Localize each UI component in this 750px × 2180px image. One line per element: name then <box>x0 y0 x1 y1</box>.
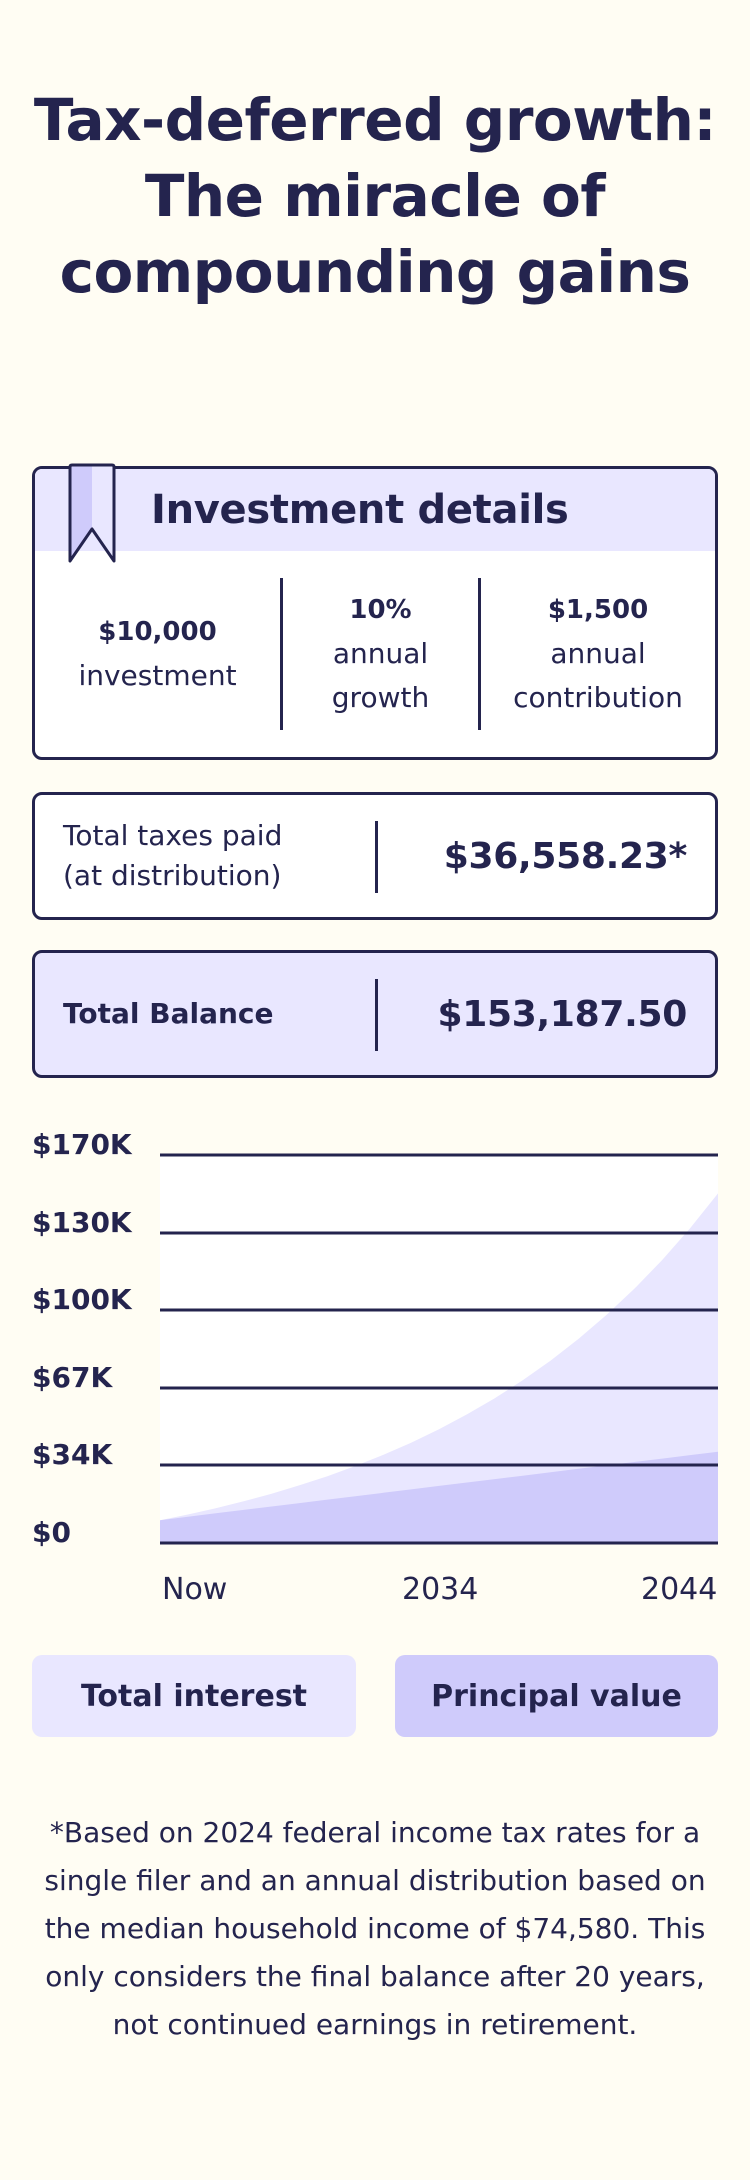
total-balance-label: Total Balance <box>63 997 274 1030</box>
plot-background <box>160 1155 718 1543</box>
y-tick-label: $100K <box>32 1283 132 1316</box>
principal-value-area <box>160 1451 718 1543</box>
total-balance-card: Total Balance $153,187.50 <box>32 950 718 1078</box>
detail-contribution: $1,500 annual contribution <box>481 551 715 757</box>
y-tick-label: $67K <box>32 1361 113 1394</box>
row-divider <box>375 821 378 893</box>
investment-details-title: Investment details <box>151 487 569 533</box>
investment-details-card: Investment details $10,000 investment 10… <box>32 463 718 760</box>
investment-details-columns: $10,000 investment 10% annual growth $1,… <box>35 551 715 757</box>
detail-value: $1,500 <box>547 595 649 625</box>
detail-value: $10,000 <box>98 617 217 647</box>
y-tick-label: $0 <box>32 1516 71 1549</box>
detail-growth: 10% annual growth <box>283 551 478 757</box>
y-tick-label: $34K <box>32 1438 113 1471</box>
column-divider <box>478 578 481 730</box>
taxes-paid-label: Total taxes paid (at distribution) <box>63 795 282 917</box>
total-balance-value: $153,187.50 <box>437 993 688 1035</box>
x-tick-label: 2034 <box>402 1572 479 1607</box>
detail-value: 10% <box>349 595 412 625</box>
bookmark-ribbon-icon <box>68 463 116 563</box>
detail-investment: $10,000 investment <box>35 551 280 757</box>
page-title: Tax-deferred growth: The miracle of comp… <box>33 86 717 306</box>
detail-label: annual growth <box>331 637 430 714</box>
x-tick-label: Now <box>162 1572 228 1607</box>
taxes-paid-value: $36,558.23* <box>443 835 688 877</box>
x-tick-label: 2044 <box>641 1572 718 1607</box>
column-divider <box>280 578 283 730</box>
detail-label: investment <box>78 659 237 692</box>
detail-label: annual contribution <box>513 637 683 714</box>
row-divider <box>375 979 378 1051</box>
taxes-paid-card: Total taxes paid (at distribution) $36,5… <box>32 792 718 920</box>
footnote: *Based on 2024 federal income tax rates … <box>44 1816 706 2041</box>
y-tick-label: $130K <box>32 1206 132 1239</box>
taxes-label-line1: Total taxes paid <box>63 819 283 852</box>
investment-details-header <box>35 469 715 551</box>
taxes-label-line2: (at distribution) <box>63 859 282 892</box>
y-tick-label: $170K <box>32 1128 132 1161</box>
legend-principal-value-button[interactable]: Principal value <box>395 1655 718 1737</box>
total-interest-area <box>160 1193 718 1543</box>
legend-total-interest-button[interactable]: Total interest <box>32 1655 356 1737</box>
gridlines <box>160 1153 718 1545</box>
